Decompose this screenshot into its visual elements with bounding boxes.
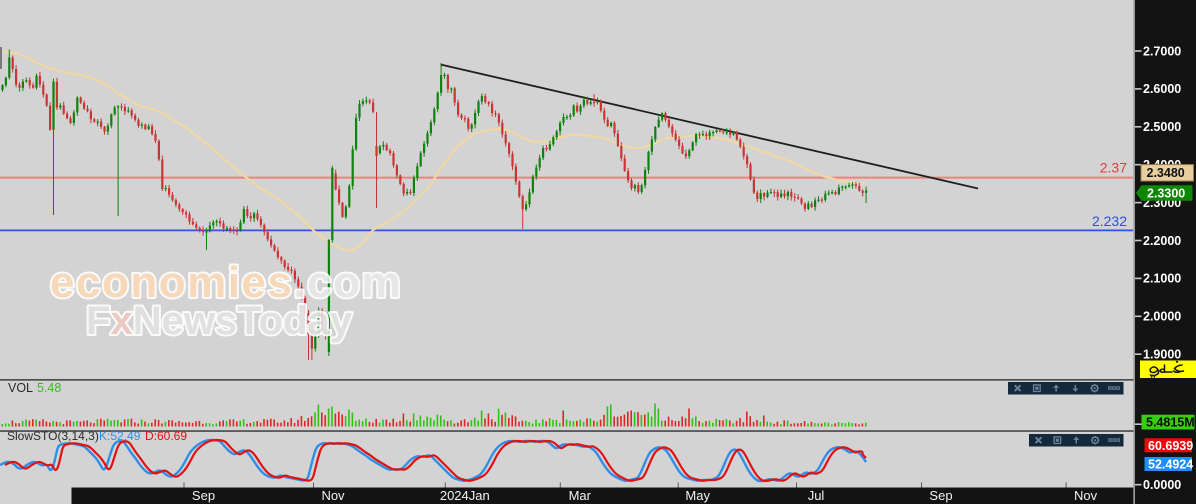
svg-text:economies.com: economies.com: [50, 258, 402, 307]
svg-text:2.3480: 2.3480: [1147, 166, 1185, 180]
svg-text:5.4815M: 5.4815M: [1146, 415, 1195, 429]
svg-text:2.0000: 2.0000: [1143, 310, 1181, 324]
svg-text:2.232: 2.232: [1092, 213, 1127, 229]
svg-text:Sep: Sep: [192, 488, 215, 503]
svg-text:2024Jan: 2024Jan: [440, 488, 490, 503]
svg-text:Nov: Nov: [1074, 488, 1098, 503]
svg-text:D:60.69: D:60.69: [145, 429, 187, 443]
svg-text:2.1000: 2.1000: [1143, 272, 1181, 286]
svg-text:May: May: [685, 488, 710, 503]
svg-text:2.3300: 2.3300: [1147, 186, 1185, 200]
svg-text:52.4924: 52.4924: [1148, 458, 1193, 472]
svg-text:FxNewsToday: FxNewsToday: [86, 299, 353, 343]
svg-text:Sep: Sep: [929, 488, 952, 503]
svg-text:2.7000: 2.7000: [1143, 44, 1181, 58]
svg-text:2.2000: 2.2000: [1143, 234, 1181, 248]
svg-text:2.37: 2.37: [1100, 160, 1127, 176]
svg-text:K:52.49: K:52.49: [99, 429, 141, 443]
svg-text:2.6000: 2.6000: [1143, 82, 1181, 96]
svg-text:2.5000: 2.5000: [1143, 120, 1181, 134]
svg-text:SlowSTO(3,14,3): SlowSTO(3,14,3): [7, 429, 99, 443]
svg-text:1.9000: 1.9000: [1143, 348, 1181, 362]
svg-text:Mar: Mar: [569, 488, 592, 503]
svg-text:5.48: 5.48: [37, 381, 61, 395]
svg-text:VOL: VOL: [8, 381, 33, 395]
svg-text:0.0000: 0.0000: [1143, 478, 1181, 492]
svg-text:Jul: Jul: [808, 488, 825, 503]
svg-text:Nov: Nov: [321, 488, 345, 503]
svg-text:60.6939: 60.6939: [1148, 439, 1193, 453]
